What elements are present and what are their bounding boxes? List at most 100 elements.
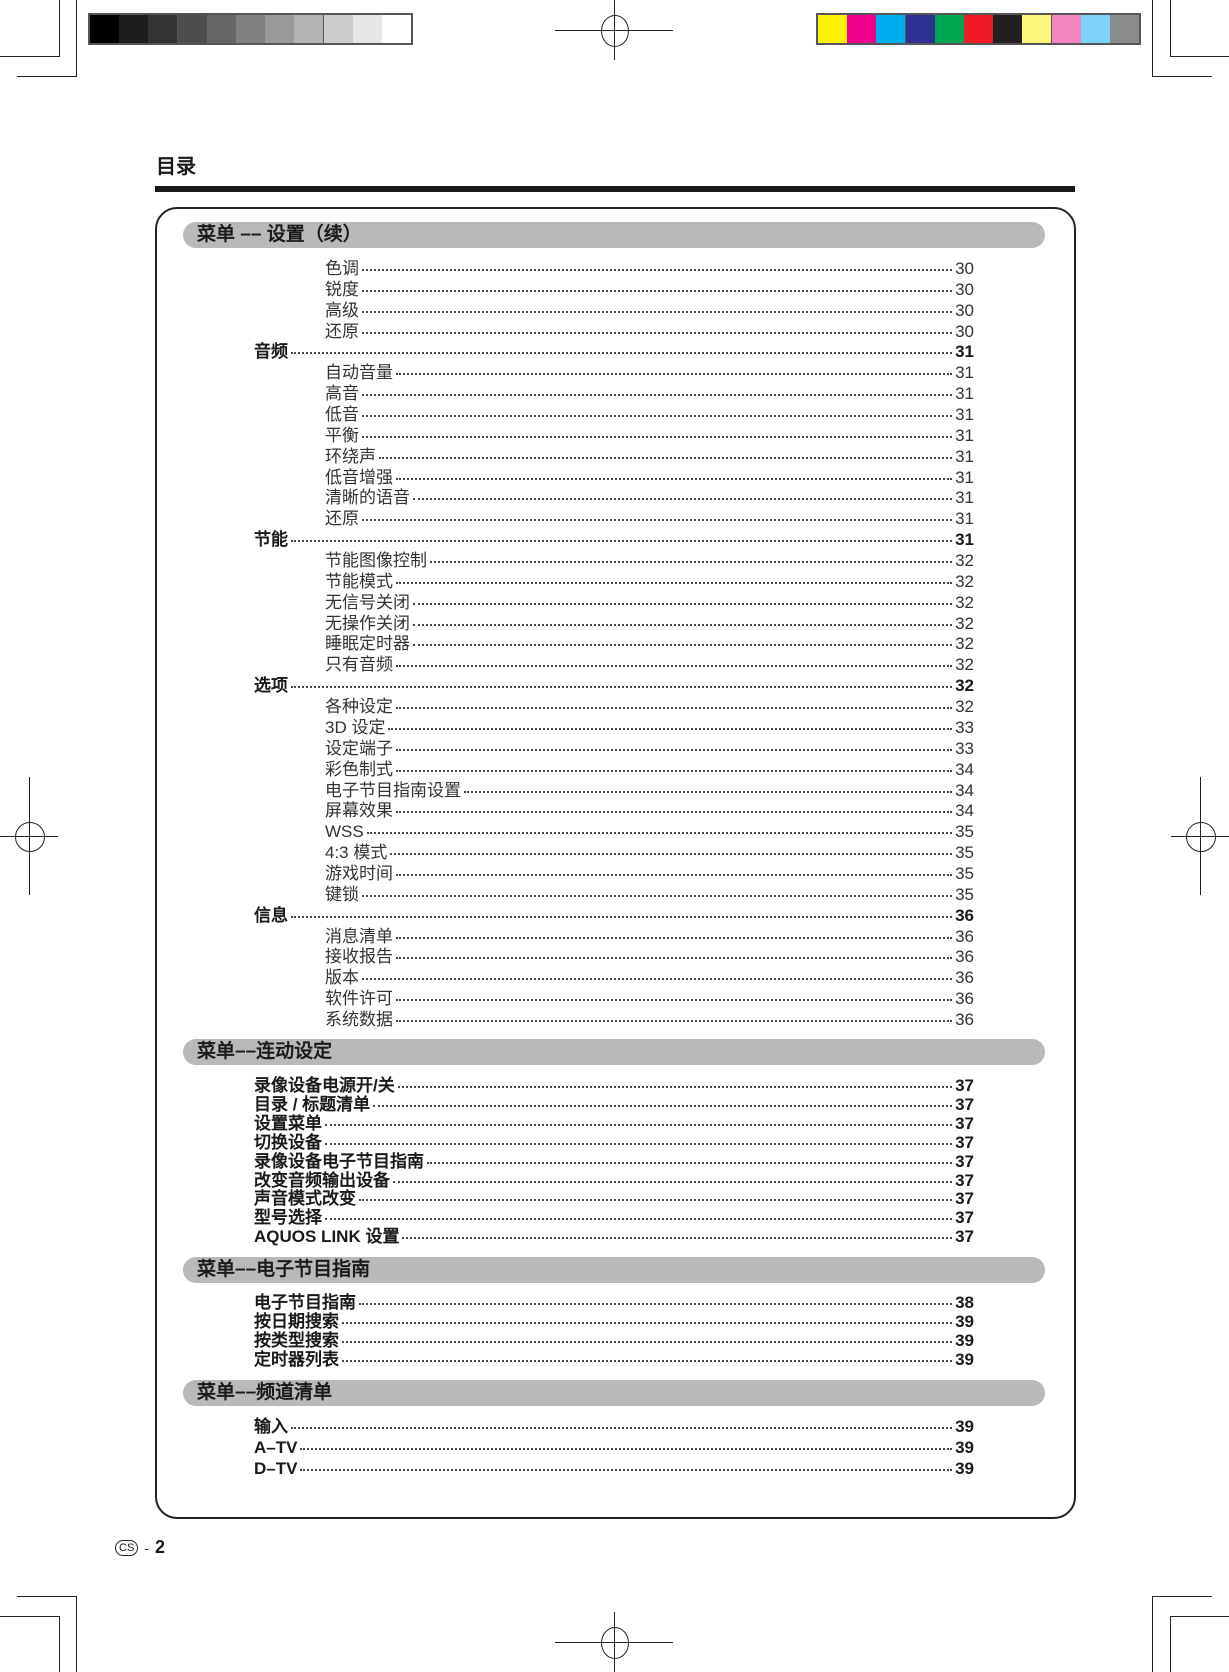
color-swatch — [934, 15, 964, 43]
toc-entry[interactable]: 选项 32 — [254, 676, 974, 696]
toc-entry[interactable]: 彩色制式 34 — [325, 760, 974, 780]
entry-label: 无信号关闭 — [325, 592, 410, 612]
toc-entry[interactable]: 切换设备 37 — [254, 1133, 974, 1153]
dot-leader — [396, 936, 953, 939]
entry-label: 按日期搜索 — [254, 1311, 339, 1331]
dot-leader — [300, 1447, 953, 1450]
entry-label: 色调 — [325, 259, 359, 278]
toc-entry[interactable]: 节能模式 32 — [325, 572, 974, 592]
dot-leader — [362, 519, 953, 522]
toc-entry[interactable]: 高级 30 — [325, 301, 974, 321]
toc-entry[interactable]: 平衡 31 — [325, 426, 974, 446]
dot-leader — [396, 581, 953, 584]
entry-label: 选项 — [254, 676, 288, 696]
toc-entry[interactable]: 消息清单 36 — [325, 927, 974, 947]
entry-page: 33 — [955, 738, 974, 758]
toc-entry[interactable]: 自动音量 31 — [325, 363, 974, 383]
toc-entry[interactable]: AQUOS LINK 设置 37 — [254, 1227, 974, 1247]
entry-label: WSS — [325, 822, 364, 842]
toc-entry[interactable]: 各种设定 32 — [325, 697, 974, 717]
toc-entry[interactable]: 无信号关闭 32 — [325, 593, 974, 613]
crop-mark — [1170, 1616, 1229, 1617]
toc-entry[interactable]: 环绕声 31 — [325, 447, 974, 467]
entry-label: D–TV — [254, 1458, 298, 1478]
toc-entry[interactable]: 低音增强 31 — [325, 468, 974, 488]
toc-entry[interactable]: 睡眠定时器 32 — [325, 634, 974, 654]
entry-page: 37 — [955, 1151, 974, 1171]
toc-entry[interactable]: 无操作关闭 32 — [325, 614, 974, 634]
entry-page: 36 — [955, 947, 974, 967]
entry-page: 32 — [955, 571, 974, 591]
toc-entry[interactable]: 按日期搜索 39 — [254, 1312, 974, 1332]
toc-entry[interactable]: 设置菜单 37 — [254, 1114, 974, 1134]
crop-mark — [1152, 1596, 1212, 1597]
toc-entry[interactable]: 型号选择 37 — [254, 1208, 974, 1228]
language-badge: CS — [115, 1539, 139, 1556]
crop-mark — [0, 1616, 59, 1617]
toc-entry[interactable]: 清晰的语音 31 — [325, 488, 974, 508]
toc-entry[interactable]: 输入 39 — [254, 1417, 974, 1437]
toc-entry[interactable]: 软件许可 36 — [325, 989, 974, 1009]
toc-entry[interactable]: 按类型搜索 39 — [254, 1331, 974, 1351]
toc-entry[interactable]: 目录 / 标题清单 37 — [254, 1095, 974, 1115]
entry-label: 还原 — [325, 509, 359, 529]
toc-entry[interactable]: 游戏时间 35 — [325, 864, 974, 884]
dot-leader — [413, 602, 953, 605]
page-title: 目录 — [156, 156, 196, 178]
toc-entry[interactable]: 节能图像控制 32 — [325, 551, 974, 571]
entry-label: 低音增强 — [325, 467, 393, 487]
entry-page: 31 — [955, 405, 974, 425]
toc-entry[interactable]: 低音 31 — [325, 405, 974, 425]
entry-label: 清晰的语音 — [325, 488, 410, 508]
entry-label: 睡眠定时器 — [325, 634, 410, 654]
dot-leader — [362, 289, 953, 292]
toc-entry[interactable]: 声音模式改变 37 — [254, 1189, 974, 1209]
toc-entry[interactable]: 录像设备电子节目指南 37 — [254, 1152, 974, 1172]
dot-leader — [396, 373, 953, 376]
crop-mark — [76, 1596, 77, 1672]
entry-page: 37 — [955, 1208, 974, 1228]
toc-entry[interactable]: 高音 31 — [325, 384, 974, 404]
toc-entry[interactable]: 录像设备电源开/关 37 — [254, 1076, 974, 1096]
toc-entry[interactable]: 设定端子 33 — [325, 739, 974, 759]
entry-page: 37 — [955, 1094, 974, 1114]
toc-entry[interactable]: 还原 30 — [325, 322, 974, 342]
entry-page: 31 — [955, 509, 974, 529]
toc-entry[interactable]: 电子节目指南设置 34 — [325, 781, 974, 801]
toc-entry[interactable]: 系统数据 36 — [325, 1010, 974, 1030]
toc-entry[interactable]: 节能 31 — [254, 530, 974, 550]
toc-entry[interactable]: 还原 31 — [325, 509, 974, 529]
toc-entry[interactable]: 信息 36 — [254, 906, 974, 926]
toc-entry[interactable]: D–TV 39 — [254, 1459, 974, 1479]
toc-entry[interactable]: 接收报告 36 — [325, 947, 974, 967]
crop-mark — [1152, 0, 1153, 76]
entry-label: 高级 — [325, 300, 359, 320]
color-swatch — [1051, 15, 1081, 43]
toc-entry[interactable]: 键锁 35 — [325, 885, 974, 905]
title-rule — [155, 186, 1075, 192]
toc-entry[interactable]: 只有音频 32 — [325, 655, 974, 675]
toc-entry[interactable]: 改变音频输出设备 37 — [254, 1171, 974, 1191]
toc-entry[interactable]: 色调 30 — [325, 259, 974, 279]
crop-mark — [1170, 1616, 1171, 1672]
toc-entry[interactable]: WSS 35 — [325, 822, 974, 842]
entry-page: 35 — [955, 884, 974, 904]
toc-entry[interactable]: 电子节目指南 38 — [254, 1293, 974, 1313]
toc-entry[interactable]: 版本 36 — [325, 968, 974, 988]
toc-entry[interactable]: 定时器列表 39 — [254, 1350, 974, 1370]
toc-entry[interactable]: 音频 31 — [254, 342, 974, 362]
toc-entry[interactable]: 锐度 30 — [325, 280, 974, 300]
entry-page: 37 — [955, 1170, 974, 1190]
entry-label: 各种设定 — [325, 697, 393, 717]
color-swatch — [119, 15, 149, 43]
registration-mark — [601, 15, 629, 47]
entry-page: 32 — [955, 676, 974, 696]
entry-label: 声音模式改变 — [254, 1189, 356, 1209]
entry-label: 录像设备电源开/关 — [254, 1076, 395, 1095]
entry-label: 软件许可 — [325, 989, 393, 1009]
toc-entry[interactable]: 屏幕效果 34 — [325, 801, 974, 821]
toc-entry[interactable]: 3D 设定 33 — [325, 718, 974, 738]
toc-entry[interactable]: A–TV 39 — [254, 1438, 974, 1458]
entry-label: 改变音频输出设备 — [254, 1170, 390, 1190]
toc-entry[interactable]: 4:3 模式 35 — [325, 843, 974, 863]
